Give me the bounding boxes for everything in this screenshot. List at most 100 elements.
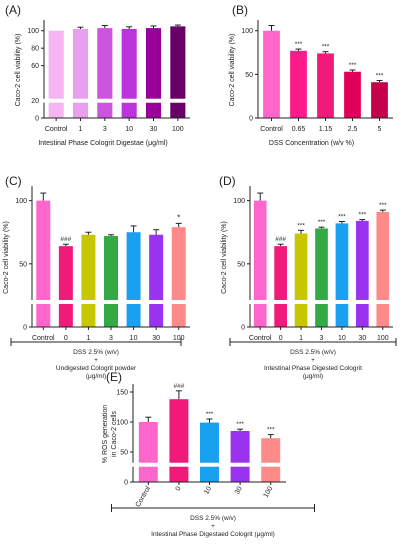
significance-mark: ***	[359, 212, 367, 219]
y-tick-label: 60	[31, 63, 39, 70]
y-axis-label: Caco-2 cell viability (%)	[15, 34, 22, 107]
significance-mark: *	[177, 213, 180, 222]
x-tick-label: 0	[64, 335, 68, 342]
x-axis-label: DSS Concentration (w/v %)	[269, 140, 354, 147]
bar-2.5	[344, 71, 361, 118]
x-tick-label: 10	[203, 485, 213, 495]
y-tick-label: 50	[120, 450, 128, 457]
y-tick-label: 0	[35, 116, 39, 123]
bar-1.15	[317, 53, 334, 118]
dss-caption-line: Undigested Cologrit powder	[56, 365, 137, 372]
significance-mark: ***	[349, 62, 357, 69]
x-tick-label: 5	[378, 126, 382, 133]
dss-caption-line: +	[311, 357, 315, 364]
bar-10	[126, 232, 141, 327]
bar-0	[169, 399, 189, 482]
dss-caption-line: +	[211, 523, 215, 530]
x-tick-label: 30	[152, 335, 160, 342]
significance-mark: ***	[295, 41, 303, 48]
bar-30	[230, 431, 250, 482]
x-tick-label: 3	[320, 335, 324, 342]
x-tick-label: 1	[86, 335, 90, 342]
dss-caption-line: (μg/ml)	[86, 373, 106, 380]
significance-mark: ***	[322, 44, 330, 51]
x-tick-label: 30	[358, 335, 366, 342]
x-tick-label: 1.15	[319, 126, 333, 133]
dss-caption-line: +	[94, 357, 98, 364]
chart-panel-2: (B) 0 50 100 Caco-2 cell viability (%) Contro…	[229, 3, 393, 147]
x-tick-label: 1	[79, 126, 83, 133]
bar-Control	[48, 30, 64, 118]
bar-0.65	[290, 50, 307, 118]
axis-break	[129, 462, 288, 467]
x-tick-label: 100	[377, 335, 389, 342]
bar-3	[104, 236, 118, 327]
bar-100	[376, 212, 390, 327]
bar-0	[58, 246, 73, 327]
x-tick-label: 100	[173, 335, 185, 342]
y-tick-label: 0	[23, 325, 27, 332]
significance-mark: ***	[376, 72, 384, 79]
bar-30	[356, 220, 369, 327]
y-tick-label: 100	[241, 28, 253, 35]
x-tick-label: Control	[260, 126, 283, 133]
axis-break	[28, 299, 192, 304]
x-tick-label: 30	[234, 485, 244, 495]
y-axis-label: Caco-2 cell viability (%)	[221, 221, 228, 294]
y-tick-label: 150	[116, 390, 128, 397]
y-tick-label: 80	[31, 46, 39, 53]
bar-3	[315, 228, 328, 327]
bar-Control	[253, 200, 267, 327]
bar-100	[261, 438, 281, 482]
axis-break	[40, 98, 192, 103]
y-axis-label: Caco-2 cell viability (%)	[3, 221, 10, 294]
bar-10	[121, 28, 137, 118]
y-tick-label: 100	[15, 198, 27, 205]
significance-mark: ***	[379, 202, 387, 209]
bar-100	[171, 227, 186, 327]
bar-1	[294, 233, 308, 327]
dss-caption-line: Intestinal Phase Digestaed Cologrit (μg/…	[151, 531, 275, 538]
bar-10	[335, 223, 349, 327]
y-tick-label: 50	[245, 72, 253, 79]
bar-Control	[138, 422, 158, 482]
y-tick-label: 0	[249, 116, 253, 123]
bar-1	[72, 28, 89, 118]
x-tick-label: 1	[299, 335, 303, 342]
dss-caption-line: DSS 2.5% (w/v)	[290, 349, 336, 356]
y-tick-label: 20	[31, 98, 39, 105]
y-tick-label: 100	[116, 420, 128, 427]
x-tick-label: 0	[279, 335, 283, 342]
y-axis-label: in Caco-2 cells	[111, 411, 118, 457]
x-tick-label: 10	[338, 335, 346, 342]
y-tick-label: 0	[241, 325, 245, 332]
panel-label: (E)	[106, 370, 122, 384]
panel-label: (B)	[232, 3, 248, 17]
dss-caption-line: Intestinal Phase Digested Cologrit	[264, 365, 362, 372]
x-axis-label: Intestinal Phase Cologrit Digestae (μg/m…	[38, 140, 167, 147]
significance-mark: ###	[60, 236, 71, 243]
bar-30	[149, 234, 164, 327]
significance-mark: ***	[267, 427, 275, 434]
significance-mark: ***	[318, 219, 326, 226]
bar-1	[81, 234, 96, 327]
x-tick-label: 30	[150, 126, 158, 133]
y-tick-label: 100	[27, 28, 39, 35]
x-tick-label: 0.65	[292, 126, 306, 133]
significance-mark: ***	[297, 222, 305, 229]
panel-label: (A)	[5, 3, 21, 17]
x-tick-label: Control	[135, 485, 153, 508]
x-tick-label: 0	[175, 485, 183, 492]
bar-Control	[263, 30, 280, 118]
bar-30	[145, 28, 162, 118]
significance-mark: ***	[206, 411, 214, 418]
y-axis-label: Caco-2 cell viability (%)	[229, 34, 236, 107]
dss-caption-line: (μg/ml)	[303, 373, 323, 380]
x-tick-label: Control	[32, 335, 55, 342]
y-tick-label: 50	[19, 261, 27, 268]
x-tick-label: 3	[109, 335, 113, 342]
bar-0	[274, 246, 287, 327]
